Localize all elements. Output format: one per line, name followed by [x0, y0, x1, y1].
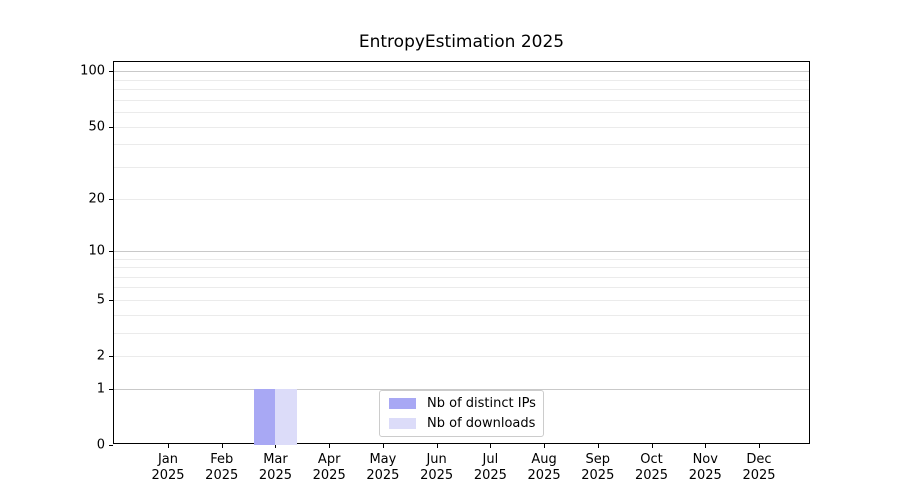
- legend-entry-distinct-ips: Nb of distinct IPs: [389, 396, 536, 411]
- y-tick: [109, 126, 113, 128]
- x-tick-label: Jul 2025: [473, 452, 507, 483]
- plot-area: 0 1 2 5 10 20 50 100 Jan 2025 Feb 2025 Mar 2025 Apr…: [80, 61, 810, 483]
- y-gridline-minor: [114, 267, 809, 269]
- y-gridline-minor: [114, 276, 809, 278]
- y-gridline-major: [114, 388, 809, 390]
- x-tick: [436, 444, 438, 448]
- y-tick-label: 100: [80, 63, 105, 79]
- legend-label-downloads: Nb of downloads: [427, 416, 536, 431]
- legend-label-distinct-ips: Nb of distinct IPs: [427, 396, 536, 411]
- y-tick: [109, 356, 113, 358]
- x-tick-label: Jun 2025: [420, 452, 454, 483]
- y-tick-label: 0: [96, 437, 105, 453]
- x-tick-label: Nov 2025: [688, 452, 722, 483]
- x-tick: [705, 444, 707, 448]
- bar-nb-of-downloads: [275, 388, 297, 445]
- y-tick-label: 2: [96, 348, 105, 364]
- legend-entry-downloads: Nb of downloads: [389, 416, 536, 431]
- legend-swatch-distinct-ips: [389, 398, 416, 409]
- y-gridline-minor: [114, 258, 809, 260]
- x-tick: [168, 444, 169, 448]
- y-gridline-minor: [114, 79, 809, 81]
- legend: Nb of distinct IPs Nb of downloads: [379, 390, 544, 437]
- y-tick: [109, 299, 113, 301]
- y-gridline-major: [114, 71, 809, 73]
- x-tick: [221, 444, 223, 448]
- x-tick-label: May 2025: [366, 452, 400, 483]
- y-gridline-minor: [114, 144, 809, 146]
- x-tick: [382, 444, 384, 448]
- x-tick-label: Jan 2025: [151, 452, 185, 483]
- x-tick-label: Dec 2025: [742, 452, 776, 483]
- x-tick-label: Mar 2025: [258, 452, 292, 483]
- y-tick-label: 1: [96, 381, 105, 397]
- y-tick: [109, 445, 113, 446]
- x-tick-label: Oct 2025: [634, 452, 669, 483]
- y-tick: [109, 71, 113, 73]
- y-tick-label: 5: [96, 292, 105, 308]
- y-gridline-minor: [114, 126, 809, 128]
- x-tick: [490, 444, 492, 448]
- bar-nb-of-distinct-ips: [253, 388, 276, 445]
- x-tick: [329, 444, 331, 448]
- x-tick-label: Aug 2025: [527, 452, 561, 483]
- y-gridline-minor: [114, 299, 809, 301]
- x-tick-label: Sep 2025: [581, 452, 615, 483]
- y-gridline-minor: [114, 356, 809, 358]
- y-gridline-minor: [114, 89, 809, 91]
- x-tick: [544, 444, 546, 448]
- y-gridline-major: [114, 250, 809, 252]
- y-tick-label: 50: [88, 119, 105, 135]
- y-tick: [109, 250, 113, 252]
- y-gridline-minor: [114, 314, 809, 316]
- x-tick: [597, 444, 599, 448]
- y-gridline-minor: [114, 99, 809, 101]
- x-tick: [758, 444, 760, 448]
- x-tick: [651, 444, 653, 448]
- x-tick-label: Apr 2025: [312, 452, 346, 483]
- x-tick: [275, 444, 277, 448]
- chart-title: EntropyEstimation 2025: [358, 32, 565, 52]
- y-tick-label: 20: [88, 191, 105, 207]
- y-tick-label: 10: [88, 243, 105, 259]
- y-gridline-minor: [114, 112, 809, 114]
- legend-swatch-downloads: [389, 418, 416, 429]
- y-gridline-minor: [114, 167, 809, 168]
- y-gridline-minor: [114, 198, 809, 200]
- y-tick: [109, 198, 113, 200]
- x-tick-label: Feb 2025: [205, 452, 239, 483]
- y-gridline-minor: [114, 332, 809, 334]
- y-tick: [109, 388, 113, 390]
- y-gridline-minor: [114, 287, 809, 289]
